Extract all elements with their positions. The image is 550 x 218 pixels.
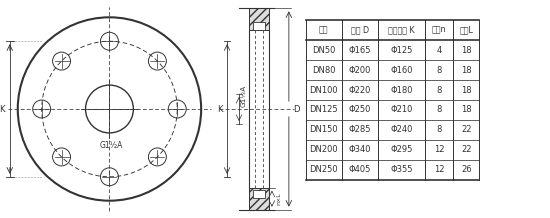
Bar <box>249 188 269 210</box>
Bar <box>253 190 265 198</box>
Text: Φ355: Φ355 <box>390 165 412 174</box>
Text: Φ405: Φ405 <box>349 165 371 174</box>
Text: 中心孔距 K: 中心孔距 K <box>388 26 415 35</box>
Text: 18: 18 <box>461 85 471 95</box>
Text: Φ165: Φ165 <box>348 46 371 55</box>
Bar <box>249 8 269 30</box>
Text: 18: 18 <box>461 46 471 55</box>
Text: 12: 12 <box>434 165 444 174</box>
Text: DN200: DN200 <box>310 145 338 154</box>
Text: 22: 22 <box>461 145 471 154</box>
Text: 8: 8 <box>437 106 442 114</box>
Text: K: K <box>218 104 223 114</box>
Text: n×L: n×L <box>276 192 281 205</box>
Text: 8: 8 <box>437 85 442 95</box>
Text: DN150: DN150 <box>310 125 338 135</box>
Text: Φ160: Φ160 <box>390 66 412 75</box>
Text: Φ200: Φ200 <box>349 66 371 75</box>
Text: G1½A: G1½A <box>241 85 247 107</box>
Text: 18: 18 <box>461 106 471 114</box>
Text: DN80: DN80 <box>312 66 336 75</box>
Text: 规格: 规格 <box>319 26 328 35</box>
Text: K: K <box>0 104 5 114</box>
Text: DN125: DN125 <box>310 106 338 114</box>
Text: Φ210: Φ210 <box>390 106 412 114</box>
Text: Φ125: Φ125 <box>390 46 412 55</box>
Text: Φ340: Φ340 <box>348 145 371 154</box>
Text: 18: 18 <box>461 66 471 75</box>
Text: 26: 26 <box>461 165 471 174</box>
Text: 8: 8 <box>437 66 442 75</box>
Text: 22: 22 <box>461 125 471 135</box>
Text: Φ240: Φ240 <box>390 125 412 135</box>
Text: 4: 4 <box>437 46 442 55</box>
Text: 12: 12 <box>434 145 444 154</box>
Text: Φ220: Φ220 <box>349 85 371 95</box>
Text: DN250: DN250 <box>310 165 338 174</box>
Text: Φ295: Φ295 <box>390 145 412 154</box>
Text: G1½A: G1½A <box>100 141 123 150</box>
Text: DN100: DN100 <box>310 85 338 95</box>
Text: 孔径L: 孔径L <box>459 26 473 35</box>
Text: D: D <box>293 104 299 114</box>
Text: 8: 8 <box>437 125 442 135</box>
Bar <box>253 22 265 30</box>
Text: Φ250: Φ250 <box>349 106 371 114</box>
Text: 外径 D: 外径 D <box>350 26 369 35</box>
Text: 孔数n: 孔数n <box>432 26 447 35</box>
Text: Φ285: Φ285 <box>348 125 371 135</box>
Text: Φ180: Φ180 <box>390 85 412 95</box>
Text: DN50: DN50 <box>312 46 336 55</box>
